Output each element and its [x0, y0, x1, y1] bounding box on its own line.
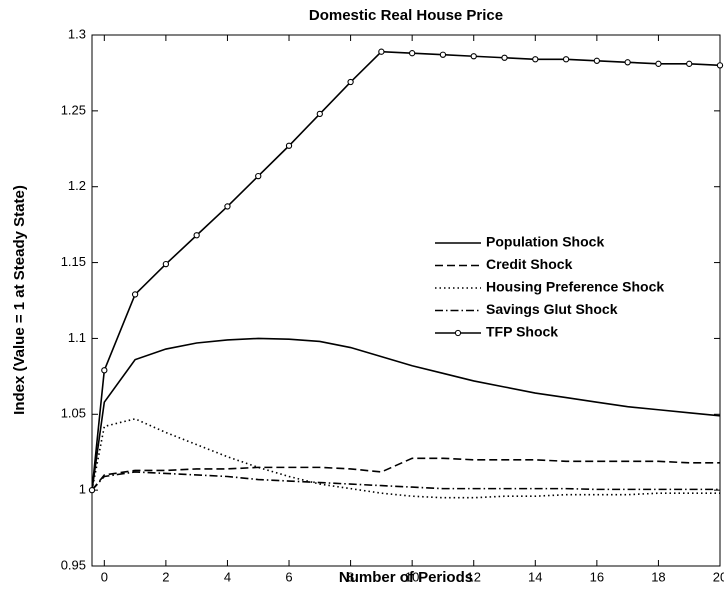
- x-tick-label: 20: [713, 569, 724, 584]
- x-tick-label: 12: [466, 569, 480, 584]
- point-marker: [501, 54, 508, 61]
- series-line: [91, 457, 720, 491]
- y-tick-label: 1.25: [61, 102, 86, 117]
- point-marker: [378, 48, 385, 55]
- point-marker: [347, 78, 354, 86]
- y-tick-label: 1.15: [61, 254, 86, 269]
- legend-label: Savings Glut Shock: [486, 301, 618, 317]
- x-tick-label: 4: [224, 569, 231, 584]
- legend-label: Housing Preference Shock: [486, 279, 664, 295]
- point-marker: [470, 53, 477, 60]
- point-marker: [193, 232, 200, 239]
- point-marker: [624, 59, 631, 66]
- plot-frame: [91, 34, 721, 567]
- point-marker: [655, 60, 662, 67]
- series-line: [91, 417, 720, 499]
- point-marker: [409, 50, 416, 57]
- y-tick-label: 1.3: [68, 26, 86, 41]
- x-tick-label: 14: [528, 569, 542, 584]
- y-axis-label: Index (Value = 1 at Steady State): [11, 185, 28, 415]
- point-marker: [131, 291, 139, 298]
- point-marker: [593, 57, 601, 64]
- series-line: [91, 471, 720, 491]
- x-tick-label: 16: [590, 569, 604, 584]
- y-tick-label: 0.95: [61, 557, 86, 572]
- point-marker: [88, 486, 96, 494]
- chart-title: Domestic Real House Price: [309, 7, 503, 24]
- legend-label: Credit Shock: [486, 256, 573, 272]
- point-marker: [255, 172, 262, 180]
- point-marker: [439, 51, 447, 58]
- y-tick-label: 1: [79, 482, 86, 497]
- point-marker: [162, 260, 170, 268]
- legend-label: Population Shock: [486, 234, 604, 250]
- point-marker: [101, 367, 108, 374]
- point-marker: [716, 62, 724, 69]
- point-marker: [316, 110, 323, 118]
- point-marker: [285, 142, 293, 149]
- x-tick-label: 0: [101, 569, 108, 584]
- x-tick-label: 6: [285, 569, 292, 584]
- x-tick-label: 2: [162, 569, 169, 584]
- x-axis-label: Number of Periods: [339, 569, 473, 586]
- series-line: [91, 337, 721, 491]
- x-tick-label: 10: [405, 569, 419, 584]
- x-tick-label: 8: [347, 569, 354, 584]
- y-tick-label: 1.2: [68, 178, 86, 193]
- y-tick-label: 1.05: [61, 406, 86, 421]
- x-tick-label: 18: [651, 569, 665, 584]
- series-line: [91, 50, 721, 491]
- legend-label: TFP Shock: [486, 324, 558, 340]
- y-tick-label: 1.1: [68, 330, 86, 345]
- legend-marker: [454, 329, 462, 337]
- point-marker: [562, 56, 570, 63]
- point-marker: [686, 60, 693, 67]
- point-marker: [532, 56, 539, 63]
- point-marker: [224, 203, 231, 210]
